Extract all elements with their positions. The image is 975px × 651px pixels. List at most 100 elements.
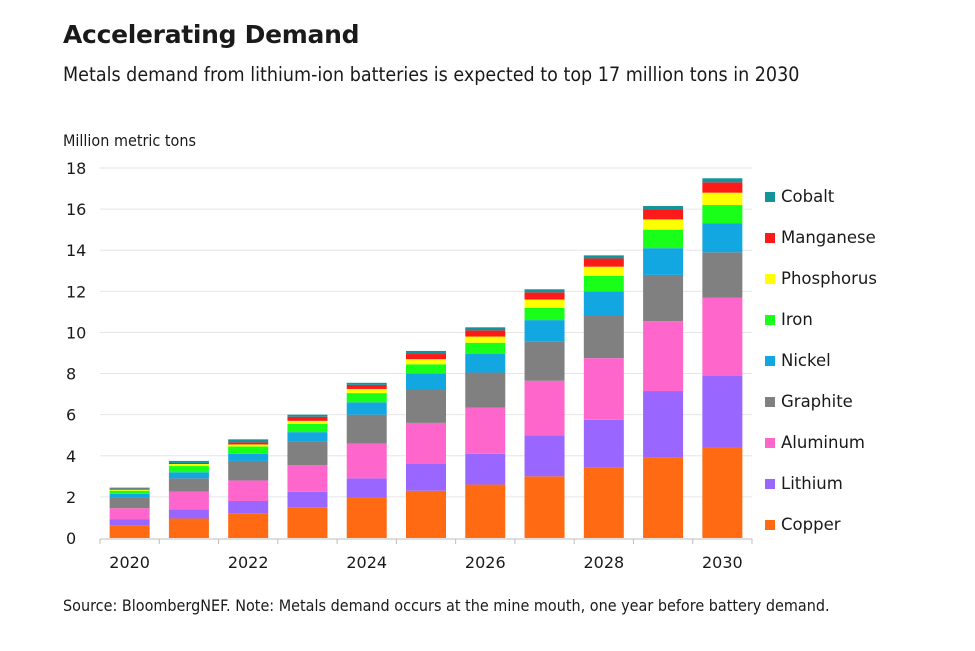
y-tick-label: 14 [66, 241, 86, 260]
bar-segment-iron-2022 [228, 446, 269, 454]
bar-segment-manganese-2025 [406, 354, 446, 360]
bar-segment-copper-2022 [228, 513, 269, 538]
legend-item-lithium: Lithium [765, 463, 877, 504]
x-tick-label: 2020 [109, 553, 150, 572]
bar-segment-phosphorus-2025 [406, 359, 446, 365]
bar-segment-phosphorus-2030 [702, 192, 743, 205]
legend-swatch [765, 232, 775, 243]
bar-segment-aluminum-2029 [643, 321, 684, 392]
bar-segment-manganese-2028 [583, 258, 624, 267]
bar-segment-lithium-2023 [287, 491, 328, 508]
bar-segment-phosphorus-2026 [465, 336, 506, 343]
bar-segment-manganese-2021 [168, 462, 209, 464]
bar-segment-lithium-2028 [583, 419, 624, 468]
bar-segment-nickel-2030 [702, 223, 743, 253]
bar-segment-lithium-2020 [109, 519, 150, 526]
bar-segment-lithium-2027 [524, 435, 565, 477]
x-tick-label: 2028 [583, 553, 624, 572]
bar-segment-lithium-2024 [346, 478, 387, 498]
bar-segment-iron-2023 [287, 423, 328, 433]
legend-item-iron: Iron [765, 299, 877, 340]
y-tick-label: 0 [66, 529, 76, 548]
x-tick-label: 2030 [702, 553, 743, 572]
source-note: Source: BloombergNEF. Note: Metals deman… [63, 596, 830, 615]
bar-segment-copper-2020 [109, 525, 150, 538]
bar-segment-lithium-2022 [228, 501, 269, 514]
bar-segment-aluminum-2020 [109, 508, 150, 520]
bar-segment-lithium-2029 [643, 391, 684, 458]
bar-segment-aluminum-2024 [346, 443, 387, 479]
bar-segment-phosphorus-2028 [583, 266, 624, 276]
bar-segment-aluminum-2028 [583, 358, 624, 420]
bar-segment-cobalt-2026 [465, 327, 506, 331]
bar-stack-2024 [346, 382, 387, 538]
bar-segment-manganese-2024 [346, 384, 387, 389]
bar-segment-nickel-2024 [346, 402, 387, 415]
legend-swatch [765, 314, 775, 325]
bar-segment-graphite-2029 [643, 274, 684, 322]
y-axis-unit-label: Million metric tons [63, 131, 196, 150]
bar-segment-graphite-2028 [583, 316, 624, 359]
bar-segment-lithium-2021 [168, 509, 209, 519]
legend-item-graphite: Graphite [765, 381, 877, 422]
legend-item-manganese: Manganese [765, 217, 877, 258]
bar-segment-iron-2025 [406, 364, 446, 374]
bar-stack-2027 [524, 289, 565, 538]
bar-segment-phosphorus-2023 [287, 420, 328, 424]
bar-segment-phosphorus-2029 [643, 219, 684, 230]
bar-stack-2026 [465, 327, 506, 538]
legend-swatch [765, 478, 775, 489]
bar-segment-copper-2023 [287, 507, 328, 538]
bar-segment-aluminum-2026 [465, 407, 506, 454]
x-tick-label: 2024 [346, 553, 387, 572]
bar-stack-2022 [228, 439, 269, 538]
y-tick-label: 2 [66, 488, 76, 507]
bar-segment-lithium-2030 [702, 375, 743, 448]
legend-swatch [765, 273, 775, 284]
bar-segment-iron-2028 [583, 275, 624, 292]
chart-title: Accelerating Demand [63, 20, 360, 49]
y-tick-label: 10 [66, 323, 86, 342]
bar-segment-iron-2024 [346, 393, 387, 403]
legend-item-phosphorus: Phosphorus [765, 258, 877, 299]
bar-segment-graphite-2026 [465, 372, 506, 408]
bar-segment-nickel-2021 [168, 472, 209, 479]
bar-segment-nickel-2025 [406, 373, 446, 390]
legend: Cobalt Manganese Phosphorus Iron Nickel Graph… [765, 176, 877, 545]
bar-segment-aluminum-2027 [524, 380, 565, 436]
bar-segment-cobalt-2023 [287, 414, 328, 417]
bar-segment-nickel-2027 [524, 320, 565, 342]
bar-segment-phosphorus-2027 [524, 299, 565, 308]
bar-segment-manganese-2027 [524, 292, 565, 300]
bar-segment-aluminum-2021 [168, 491, 209, 510]
y-tick-label: 16 [66, 200, 86, 219]
bar-stack-2028 [583, 255, 624, 538]
bar-segment-aluminum-2022 [228, 480, 269, 501]
x-tick-label: 2026 [465, 553, 506, 572]
legend-label: Lithium [781, 474, 843, 493]
bar-segment-nickel-2029 [643, 248, 684, 275]
bar-segment-copper-2021 [168, 518, 209, 538]
bar-segment-graphite-2022 [228, 460, 269, 481]
legend-label: Cobalt [781, 187, 835, 206]
bar-stack-2030 [702, 178, 743, 538]
bar-segment-cobalt-2021 [168, 460, 209, 463]
y-tick-label: 6 [66, 406, 76, 425]
bar-segment-manganese-2023 [287, 416, 328, 421]
bar-segment-iron-2030 [702, 205, 743, 224]
bar-segment-cobalt-2030 [702, 178, 743, 183]
bar-stack-2029 [643, 206, 684, 538]
x-axis: 2020 2022 2024 2026 2028 2030 [99, 538, 753, 572]
bar-segment-iron-2020 [109, 490, 150, 494]
y-tick-label: 8 [66, 365, 76, 384]
bar-segment-graphite-2021 [168, 478, 209, 492]
bar-segment-copper-2024 [346, 497, 387, 538]
bar-segment-copper-2030 [702, 447, 743, 538]
bar-segment-copper-2028 [583, 467, 624, 538]
legend-item-cobalt: Cobalt [765, 176, 877, 217]
bar-segment-graphite-2027 [524, 341, 565, 381]
legend-swatch [765, 355, 775, 366]
y-tick-label: 4 [66, 447, 76, 466]
bar-segment-aluminum-2023 [287, 465, 328, 492]
